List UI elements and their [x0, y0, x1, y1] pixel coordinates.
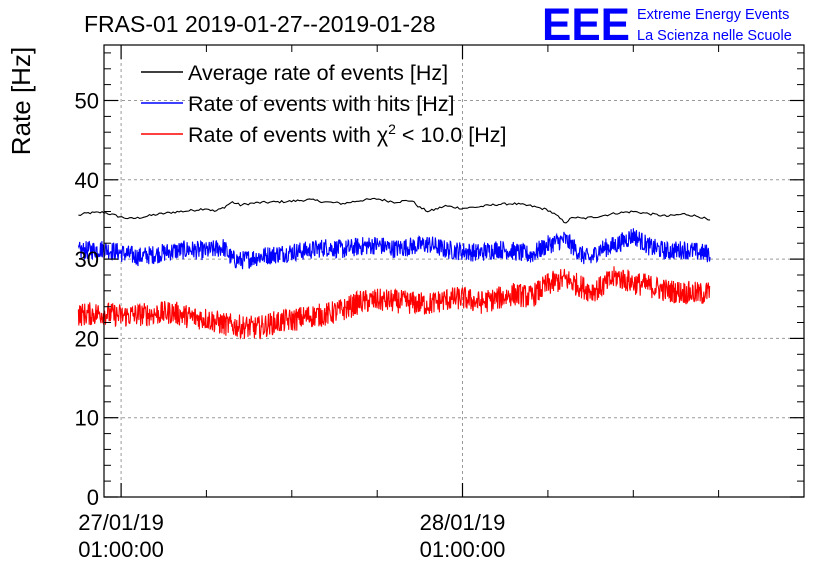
legend: Average rate of events [Hz] Rate of even… — [141, 61, 506, 147]
legend-chi2-superscript: 2 — [388, 121, 396, 137]
legend-label-average: Average rate of events [Hz] — [188, 61, 448, 85]
grid — [104, 45, 804, 497]
y-tick-label-0: 0 — [87, 485, 99, 510]
eee-logo: EEE Extreme Energy Events La Scienza nel… — [542, 0, 792, 50]
legend-label-hits: Rate of events with hits [Hz] — [188, 92, 454, 116]
x-tick-time-1: 01:00:00 — [420, 537, 506, 562]
legend-chi2-suffix: < 10.0 [Hz] — [396, 123, 507, 147]
legend-chi2-symbol: χ — [377, 123, 389, 147]
chart-title: FRAS-01 2019-01-27--2019-01-28 — [84, 11, 436, 37]
plot-frame — [103, 44, 805, 498]
x-tick-time-0: 01:00:00 — [78, 537, 164, 562]
y-axis-label: Rate [Hz] — [6, 47, 36, 155]
y-tick-label-30: 30 — [75, 247, 99, 272]
series-hits — [77, 228, 711, 270]
legend-chi2-prefix: Rate of events with — [188, 123, 377, 147]
series-average — [78, 197, 711, 224]
legend-label-chi2: Rate of events with χ2 < 10.0 [Hz] — [188, 121, 506, 147]
y-tick-label-50: 50 — [75, 89, 99, 114]
eee-logo-mark: EEE — [542, 0, 630, 50]
eee-logo-line1: Extreme Energy Events — [637, 7, 789, 23]
y-tick-label-40: 40 — [75, 168, 99, 193]
y-tick-label-10: 10 — [75, 406, 99, 431]
axes: 0102030405027/01/1901:00:0028/01/1901:00… — [75, 45, 805, 562]
x-tick-date-1: 28/01/19 — [420, 510, 506, 535]
series-lines — [77, 197, 711, 340]
series-chi2 — [77, 266, 711, 340]
y-tick-label-20: 20 — [75, 326, 99, 351]
x-tick-date-0: 27/01/19 — [78, 510, 164, 535]
eee-logo-line2: La Scienza nelle Scuole — [637, 28, 792, 44]
